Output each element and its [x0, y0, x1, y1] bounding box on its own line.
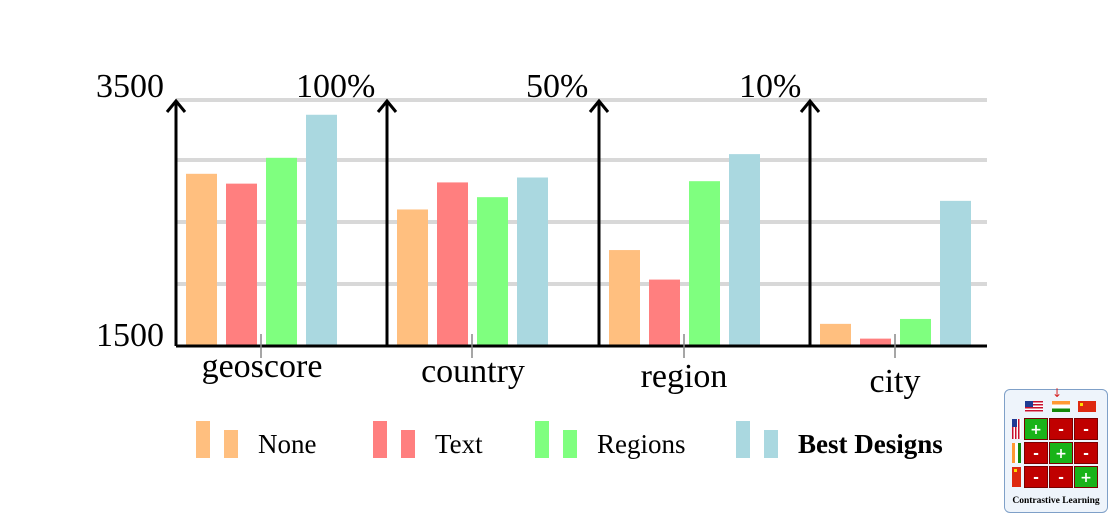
positive-pair-cell: +	[1074, 466, 1098, 488]
bar-geoscore-best-designs	[306, 114, 337, 346]
negative-pair-cell: -	[1049, 466, 1073, 488]
legend-swatch-short	[401, 430, 415, 458]
legend-swatch-tall	[736, 421, 750, 458]
bar-city-text	[860, 338, 891, 346]
axis-arrowhead	[799, 98, 821, 113]
category-label-region: region	[641, 358, 728, 395]
bars	[186, 114, 971, 346]
axes	[165, 98, 987, 358]
axis-top-label-city: 10%	[739, 68, 801, 105]
gridlines	[176, 98, 987, 286]
legend-label-none: None	[258, 429, 316, 459]
us-flag-icon	[1012, 419, 1021, 439]
axis-top-label-country: 100%	[296, 68, 375, 105]
legend-label-regions: Regions	[597, 429, 686, 459]
inset-caption: Contrastive Learning	[1012, 496, 1100, 506]
positive-pair-cell: +	[1049, 442, 1073, 464]
bar-country-regions	[477, 197, 508, 346]
china-flag-icon	[1078, 401, 1096, 412]
labels: 3500 100% 50% 10% 1500 geoscore country region c…	[96, 68, 920, 400]
bar-region-best-designs	[729, 154, 760, 346]
legend-swatch-tall	[196, 421, 210, 458]
axis-arrowhead	[376, 98, 398, 113]
axis-arrowhead	[165, 98, 187, 113]
axis-top-label-region: 50%	[526, 68, 588, 105]
legend-label-text: Text	[435, 429, 483, 459]
negative-pair-cell: -	[1049, 418, 1073, 440]
china-flag-icon	[1012, 467, 1021, 487]
bar-region-text	[649, 279, 680, 346]
legend-label-best-designs: Best Designs	[798, 429, 943, 459]
legend-swatch-short	[764, 430, 778, 458]
india-flag-icon	[1012, 443, 1021, 463]
negative-pair-cell: -	[1024, 442, 1048, 464]
legend-swatch-short	[563, 430, 577, 458]
axis-arrowhead	[588, 98, 610, 113]
category-label-country: country	[421, 353, 525, 390]
legend-swatch-tall	[373, 421, 387, 458]
us-flag-icon	[1025, 401, 1043, 412]
bar-geoscore-none	[186, 173, 217, 346]
bar-region-regions	[689, 181, 720, 346]
negative-pair-cell: -	[1024, 466, 1048, 488]
legend: None Text Regions Best Designs	[196, 421, 943, 459]
bar-city-none	[820, 323, 851, 346]
india-flag-icon	[1052, 401, 1070, 412]
bar-country-none	[397, 209, 428, 346]
bar-geoscore-regions	[266, 157, 297, 346]
category-label-city: city	[870, 363, 921, 400]
legend-swatch-tall	[535, 421, 549, 458]
negative-pair-cell: -	[1074, 418, 1098, 440]
axis-top-label-geoscore: 3500	[96, 68, 164, 105]
positive-pair-cell: +	[1024, 418, 1048, 440]
negative-pair-cell: -	[1074, 442, 1098, 464]
bar-geoscore-text	[226, 183, 257, 346]
bar-country-text	[437, 182, 468, 346]
bar-city-best-designs	[940, 200, 971, 346]
bar-region-none	[609, 250, 640, 346]
bar-city-regions	[900, 318, 931, 346]
axis-bottom-label-geoscore: 1500	[96, 317, 164, 354]
legend-swatch-short	[224, 430, 238, 458]
bar-country-best-designs	[517, 177, 548, 346]
down-arrow-icon: ↓	[1052, 386, 1063, 400]
category-label-geoscore: geoscore	[202, 348, 323, 385]
